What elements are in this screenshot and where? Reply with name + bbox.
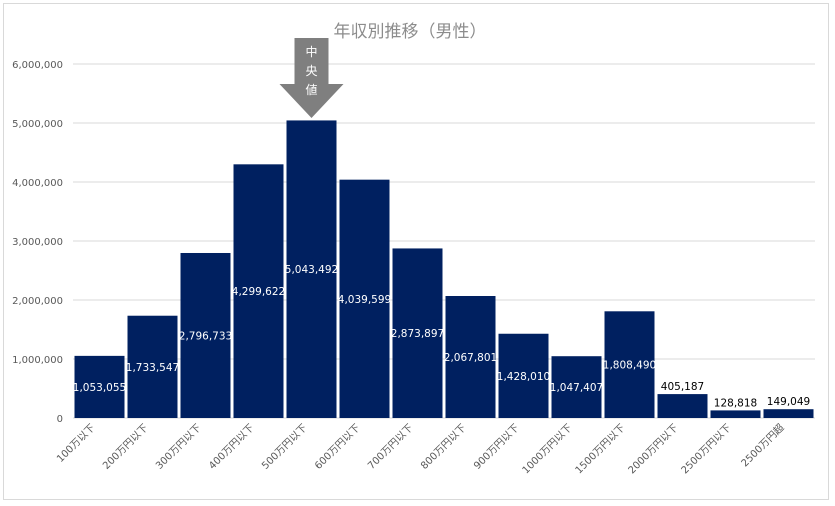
bar	[286, 120, 337, 419]
bar	[657, 394, 708, 418]
data-label: 1,053,055	[73, 382, 126, 394]
x-tick-label: 900万円以下	[472, 422, 522, 472]
data-label: 5,043,492	[285, 264, 338, 276]
x-tick-label: 700万円以下	[366, 422, 416, 472]
data-label: 4,039,599	[338, 294, 391, 306]
y-tick-label: 3,000,000	[12, 237, 63, 248]
x-tick-label: 1500万円以下	[574, 422, 628, 476]
data-label: 1,733,547	[126, 362, 179, 374]
bar	[392, 248, 443, 418]
x-tick-label: 100万以下	[55, 422, 97, 464]
x-tick-label: 600万円以下	[313, 422, 363, 472]
y-tick-label: 2,000,000	[12, 296, 63, 307]
bar	[604, 311, 655, 418]
data-label: 405,187	[661, 381, 704, 393]
bar	[551, 356, 602, 418]
x-tick-label: 500万円以下	[260, 422, 310, 472]
y-tick-label: 4,000,000	[12, 178, 63, 189]
chart-border	[3, 3, 829, 500]
x-tick-label: 1000万円以下	[521, 422, 575, 476]
x-tick-label: 200万円以下	[101, 422, 151, 472]
bar	[445, 295, 496, 418]
x-tick-label: 2500万円超	[738, 421, 786, 469]
bar	[74, 355, 125, 418]
data-label: 2,796,733	[179, 330, 232, 342]
bar	[127, 315, 178, 418]
y-tick-label: 1,000,000	[12, 355, 63, 366]
data-label: 128,818	[714, 397, 757, 409]
bar	[710, 410, 761, 418]
data-label: 1,428,010	[497, 371, 550, 383]
y-tick-label: 6,000,000	[12, 60, 63, 71]
median-annotation-char: 央	[305, 64, 317, 78]
data-label: 1,047,407	[550, 382, 603, 394]
bar	[763, 409, 814, 418]
data-label: 2,067,801	[444, 352, 497, 364]
data-label: 4,299,622	[232, 286, 285, 298]
x-tick-label: 2000万円以下	[627, 422, 681, 476]
chart-title: 年収別推移（男性）	[334, 22, 487, 42]
median-arrow-icon	[279, 38, 344, 118]
data-label: 149,049	[767, 396, 810, 408]
y-tick-label: 5,000,000	[12, 119, 63, 130]
x-tick-label: 800万円以下	[419, 422, 469, 472]
data-label: 1,808,490	[603, 360, 656, 372]
y-tick-label: 0	[57, 414, 63, 425]
x-tick-label: 400万円以下	[207, 422, 257, 472]
bar	[180, 252, 231, 418]
x-tick-label: 2500万円以下	[680, 422, 734, 476]
x-tick-label: 300万円以下	[154, 422, 204, 472]
data-label: 2,873,897	[391, 328, 444, 340]
bar	[498, 333, 549, 418]
bar	[339, 179, 390, 418]
median-annotation-char: 値	[305, 82, 317, 97]
bar	[233, 164, 284, 418]
median-annotation-char: 中	[305, 44, 317, 59]
